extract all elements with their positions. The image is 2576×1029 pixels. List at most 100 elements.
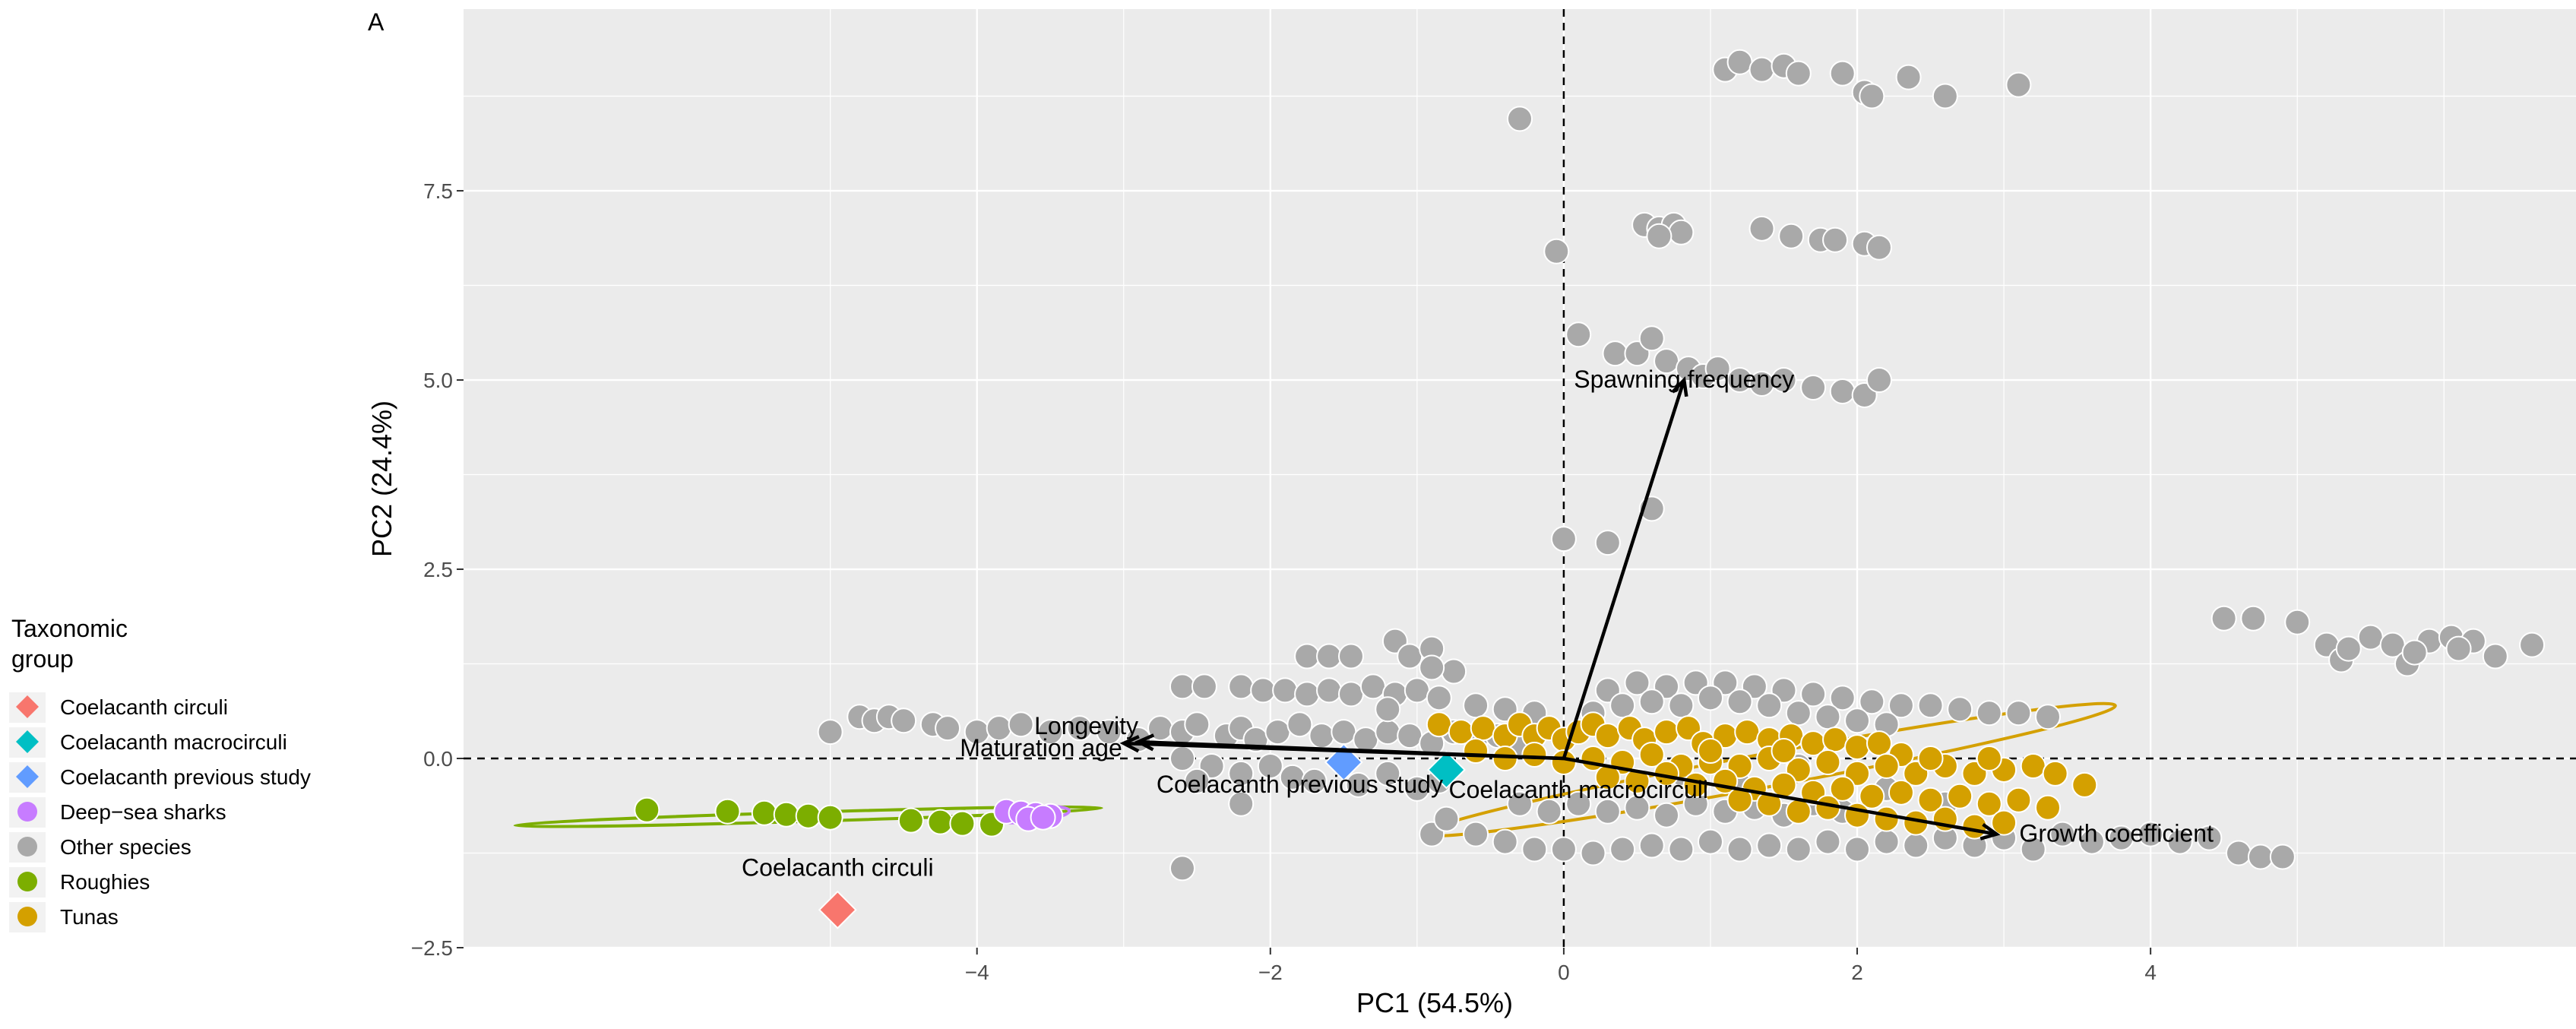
loading-label: Growth coefficient	[2019, 820, 2214, 847]
point-roughies	[795, 803, 821, 829]
point-other-species	[1301, 768, 1328, 794]
point-other-species	[1353, 727, 1379, 753]
point-other-species	[1859, 689, 1885, 715]
loading-label: Maturation age	[960, 734, 1122, 761]
point-tunas	[1822, 727, 1849, 753]
point-other-species	[1704, 356, 1731, 382]
point-other-species	[1309, 723, 1335, 749]
point-other-species	[1507, 106, 1533, 132]
legend-key-other-species	[17, 837, 37, 856]
point-other-species	[891, 708, 917, 734]
point-other-species	[1375, 719, 1401, 746]
point-other-species	[1756, 832, 1783, 859]
point-other-species	[1294, 681, 1321, 708]
loading-arrowhead	[1671, 376, 1688, 397]
point-coelacanth-previous-study	[1324, 742, 1363, 782]
loading-label: Spawning frequency	[1574, 366, 1794, 393]
point-other-species	[2482, 643, 2508, 670]
point-other-species	[1844, 708, 1871, 734]
point-other-species	[1638, 832, 1665, 859]
x-tick-label: 2	[1851, 961, 1863, 984]
point-other-species	[1316, 677, 1343, 704]
point-roughies	[817, 804, 843, 831]
point-other-species	[1375, 696, 1401, 723]
point-other-species	[1778, 223, 1805, 249]
y-tick-label: −2.5	[411, 936, 453, 960]
point-other-species	[1272, 677, 1299, 704]
point-other-species	[1463, 821, 1489, 847]
point-other-species	[1580, 840, 1606, 866]
legend-key-coelacanth-previous-study	[16, 765, 39, 788]
point-other-species	[1785, 836, 1812, 863]
point-other-species	[1638, 689, 1665, 715]
point-other-species	[1184, 768, 1210, 794]
loading-arrowhead	[1979, 822, 2001, 841]
point-other-species	[1668, 219, 1695, 245]
point-other-species	[1008, 711, 1034, 738]
point-tunas	[2020, 752, 2046, 779]
point-other-species	[2210, 605, 2237, 632]
point-other-species	[2240, 605, 2267, 632]
point-other-species	[1903, 832, 1929, 859]
point-other-species	[2335, 635, 2362, 662]
point-other-species	[2284, 609, 2311, 635]
legend-label-roughies: Roughies	[60, 870, 150, 894]
point-other-species	[1337, 681, 1364, 708]
point-other-species	[2005, 700, 2032, 727]
loading-arrowhead	[1134, 733, 1155, 752]
point-other-species	[1748, 215, 1775, 242]
point-other-species	[1609, 836, 1636, 863]
point-tunas	[1756, 790, 1783, 817]
point-tunas	[1470, 715, 1496, 742]
point-other-species	[1756, 692, 1783, 719]
point-other-species	[1228, 760, 1255, 787]
point-tunas	[1976, 790, 2002, 817]
point-other-species	[1873, 828, 1900, 855]
legend-label-other-species: Other species	[60, 835, 191, 859]
point-tunas	[1917, 787, 1944, 813]
point-other-species	[2078, 828, 2105, 855]
point-other-species	[1866, 234, 1892, 261]
point-other-species	[1800, 374, 1827, 401]
x-tick-label: −4	[965, 961, 989, 984]
point-other-species	[1609, 692, 1636, 719]
point-other-species	[1521, 836, 1548, 863]
point-other-species	[1228, 790, 1255, 817]
point-tunas	[2071, 771, 2098, 798]
legend-label-coelacanth-macrocirculi: Coelacanth macrocirculi	[60, 730, 287, 754]
x-tick-label: −2	[1258, 961, 1283, 984]
point-tunas	[1815, 749, 1841, 775]
point-other-species	[2049, 821, 2076, 847]
legend-key-coelacanth-macrocirculi	[16, 730, 39, 753]
point-other-species	[1228, 673, 1255, 700]
point-roughies	[927, 809, 954, 835]
point-other-species	[1829, 378, 1856, 404]
point-other-species	[1404, 677, 1430, 704]
point-tunas	[1654, 719, 1680, 746]
point-other-species	[1932, 83, 1958, 109]
point-other-species	[1602, 340, 1628, 367]
point-roughies	[634, 796, 660, 823]
point-other-species	[1829, 60, 1856, 87]
point-other-species	[2108, 825, 2135, 851]
point-other-species	[1250, 677, 1277, 704]
point-tunas	[1829, 775, 1856, 802]
point-other-species	[1822, 226, 1849, 253]
point-other-species	[1169, 855, 1195, 882]
point-other-species	[1726, 49, 1753, 75]
point-other-species	[1829, 685, 1856, 711]
point-other-species	[1888, 692, 1914, 719]
point-other-species	[1286, 711, 1313, 738]
point-other-species	[1859, 83, 1885, 109]
point-other-species	[1419, 654, 1445, 681]
point-other-species	[1624, 794, 1650, 821]
legend-key-coelacanth-circuli	[16, 695, 39, 718]
legend-label-tunas: Tunas	[60, 905, 119, 929]
point-other-species	[1169, 746, 1195, 772]
point-other-species	[1565, 321, 1592, 348]
legend-label-coelacanth-previous-study: Coelacanth previous study	[60, 765, 311, 789]
loading-arrow	[1562, 379, 1686, 759]
